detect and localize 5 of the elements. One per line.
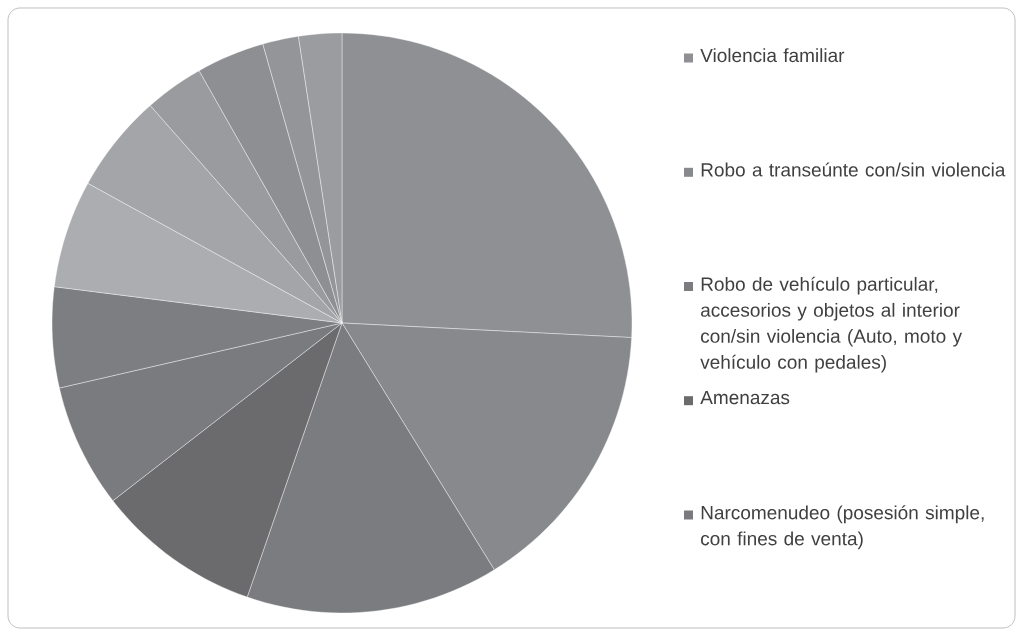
legend-label: Violencia familiar — [700, 48, 845, 63]
legend-label: Robo a transeúnte con/sin violencia — [701, 162, 1006, 177]
legend-label: Amenazas — [700, 390, 790, 405]
legend-label: Narcomenudeo (posesión simple, con fines de venta) — [701, 505, 984, 550]
legend-label: Robo de vehículo particular, accesorios y objetos al interior con/sin violencia (Auto, moto y vehículo con pedales) — [700, 276, 963, 373]
